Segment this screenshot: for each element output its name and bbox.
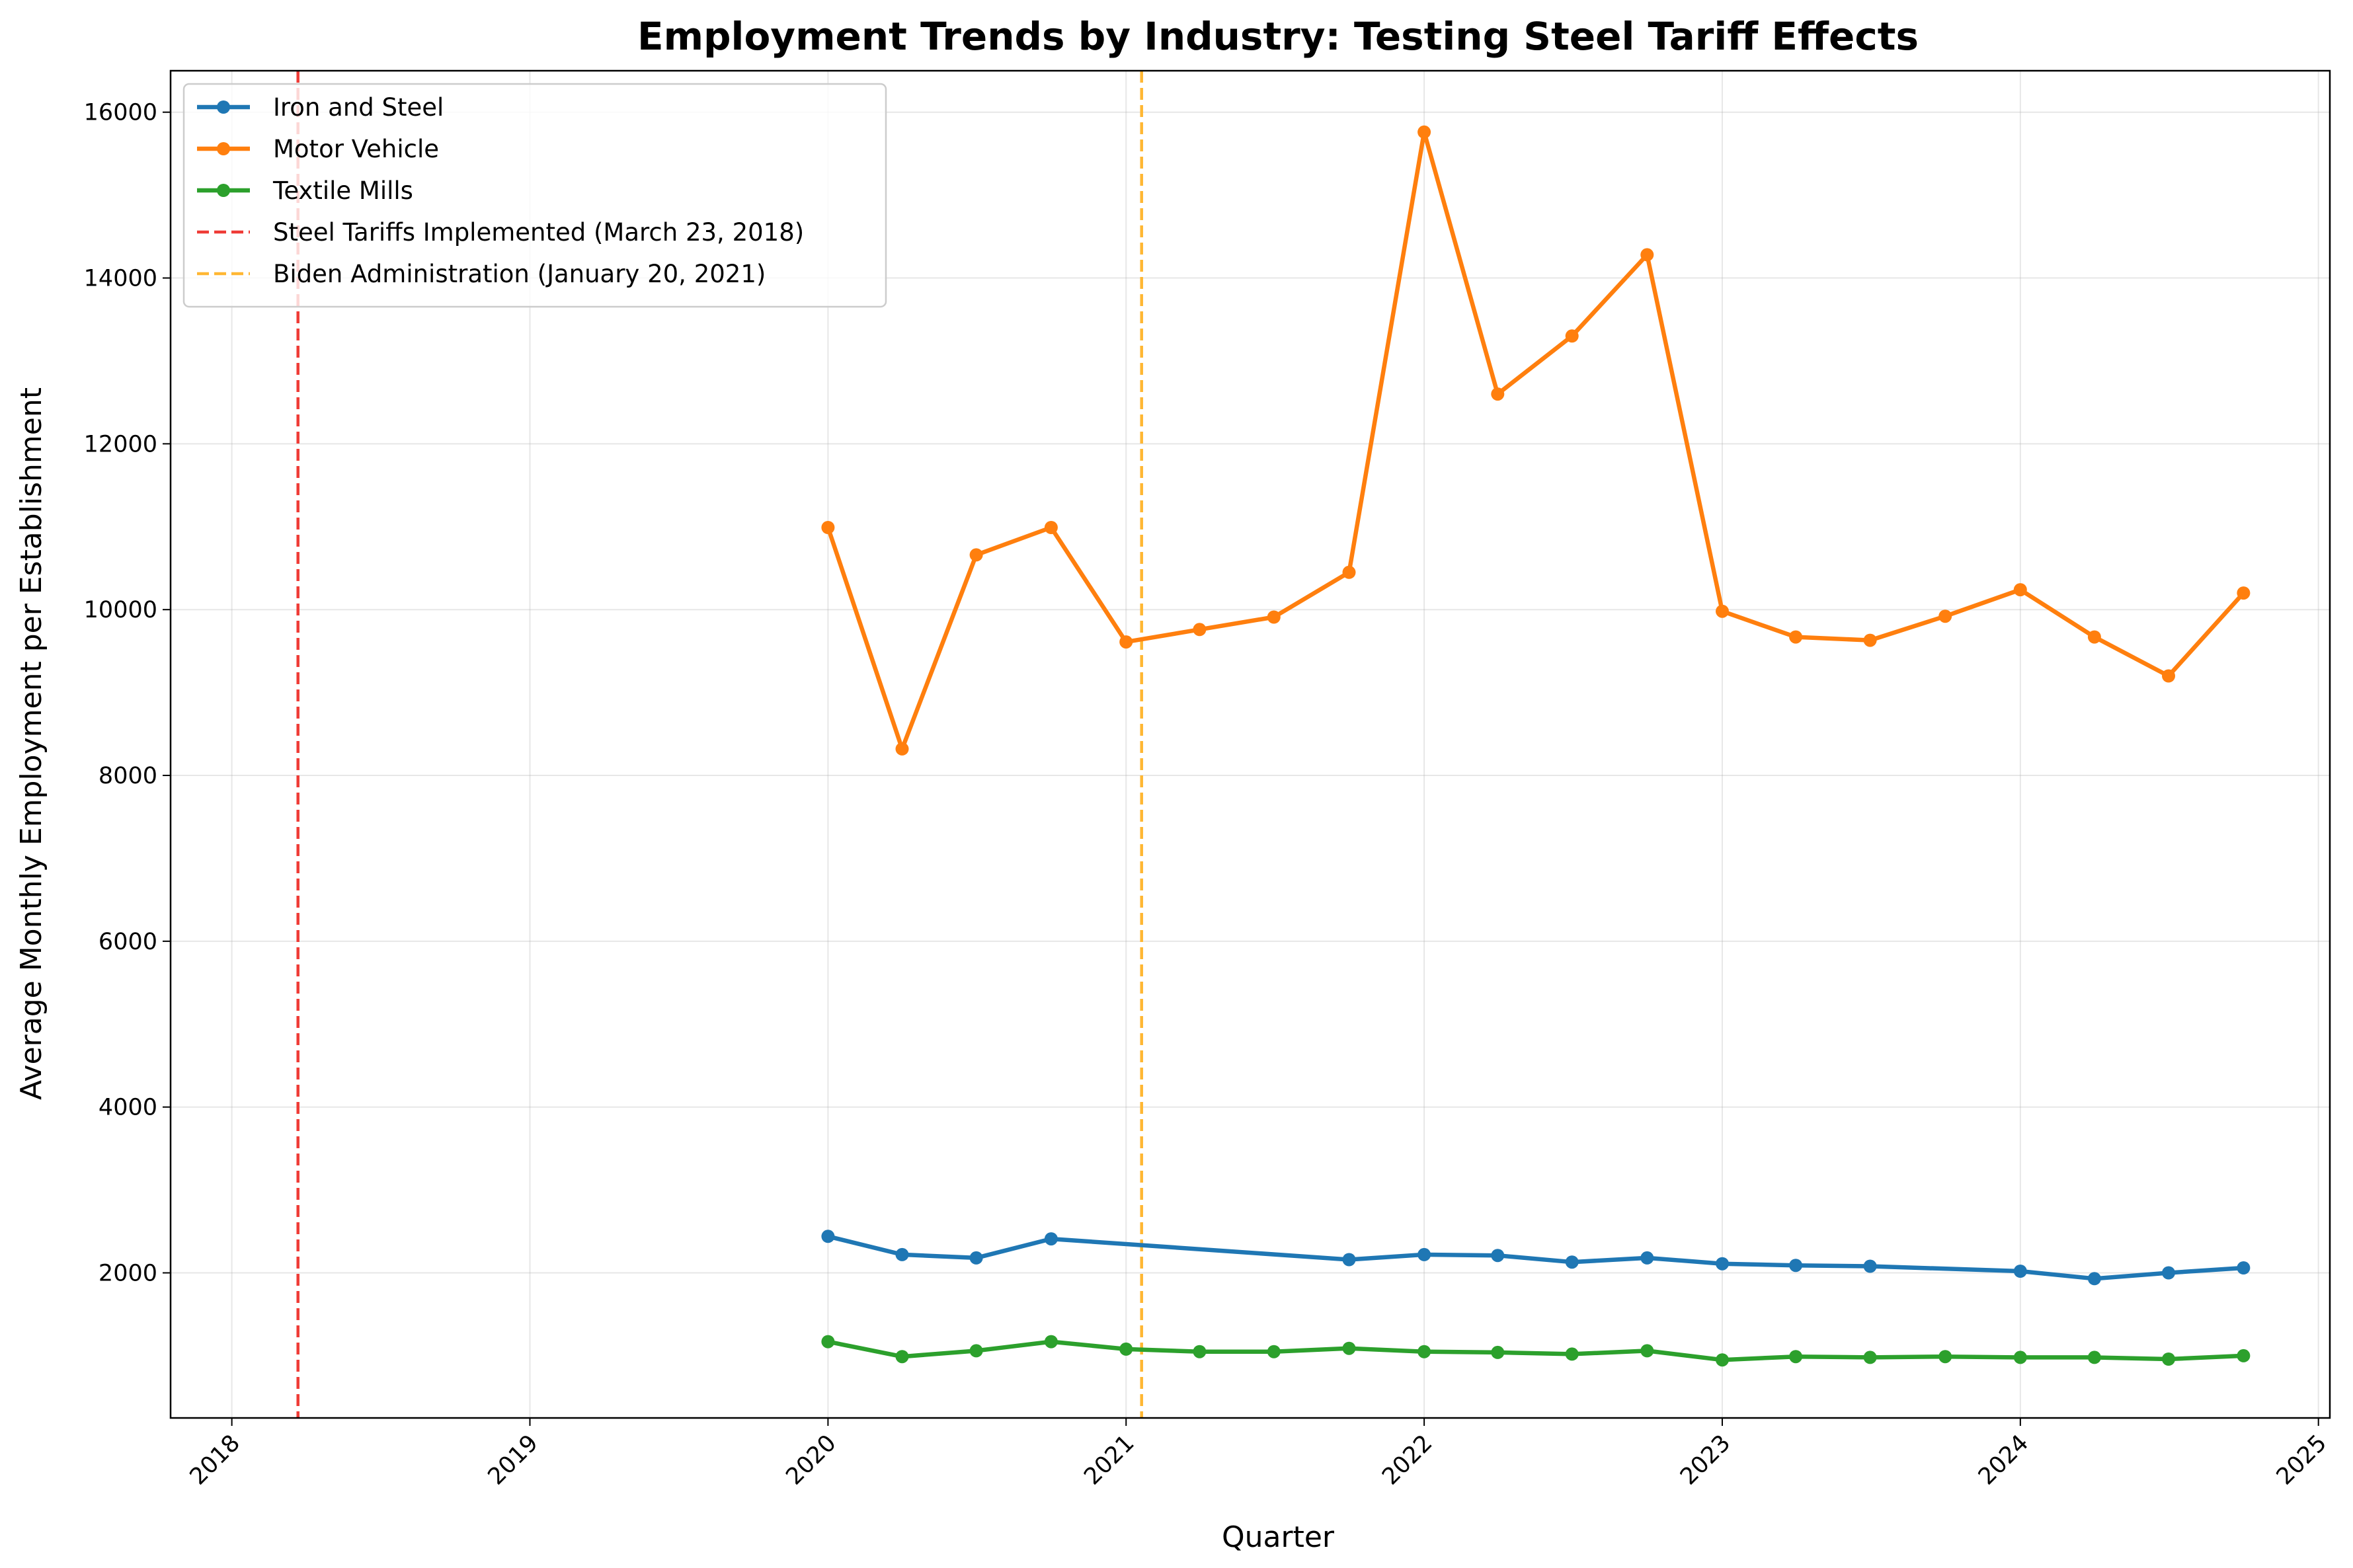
data-point bbox=[1863, 633, 1877, 647]
data-point bbox=[1640, 1344, 1654, 1358]
data-point bbox=[1342, 1341, 1356, 1355]
data-point bbox=[1267, 1345, 1281, 1358]
data-point bbox=[1863, 1259, 1877, 1273]
legend-label: Iron and Steel bbox=[273, 93, 444, 122]
data-point bbox=[1193, 1345, 1207, 1358]
data-point bbox=[1119, 1342, 1133, 1356]
data-point bbox=[1565, 329, 1579, 343]
data-point bbox=[895, 1247, 909, 1261]
legend-entry: Biden Administration (January 20, 2021) bbox=[197, 260, 766, 288]
series-line bbox=[826, 1339, 2246, 1362]
data-point bbox=[1417, 125, 1431, 139]
y-tick-label: 6000 bbox=[99, 929, 157, 955]
data-point bbox=[1044, 521, 1058, 534]
data-point bbox=[1938, 609, 1952, 623]
y-tick-label: 2000 bbox=[99, 1261, 157, 1287]
data-point bbox=[1565, 1255, 1579, 1269]
data-point bbox=[1938, 1350, 1952, 1364]
data-point bbox=[1417, 1345, 1431, 1358]
plot-area-frame bbox=[169, 69, 2331, 1419]
data-point bbox=[2162, 669, 2175, 683]
data-point bbox=[1267, 610, 1281, 624]
y-tick-label: 14000 bbox=[84, 266, 157, 292]
data-point bbox=[1491, 1249, 1505, 1263]
data-point bbox=[2087, 1351, 2101, 1364]
x-axis-label: Quarter bbox=[1222, 1520, 1335, 1554]
legend-label: Biden Administration (January 20, 2021) bbox=[273, 260, 766, 288]
y-axis-label: Average Monthly Employment per Establish… bbox=[15, 387, 48, 1100]
series-group bbox=[821, 1230, 2251, 1286]
legend-entry: Iron and Steel bbox=[197, 93, 444, 122]
series-group bbox=[821, 125, 2251, 756]
data-point bbox=[821, 1230, 835, 1243]
data-point bbox=[1640, 248, 1654, 262]
data-point bbox=[2087, 630, 2101, 644]
data-point bbox=[1491, 1345, 1505, 1359]
data-series bbox=[821, 125, 2251, 1367]
data-point bbox=[1640, 1251, 1654, 1265]
data-point bbox=[1044, 1335, 1058, 1349]
data-point bbox=[1716, 604, 1729, 618]
legend-marker bbox=[217, 100, 230, 114]
data-point bbox=[1193, 623, 1207, 637]
data-point bbox=[1789, 1350, 1803, 1364]
chart-title: Employment Trends by Industry: Testing S… bbox=[637, 14, 1919, 59]
data-point bbox=[969, 1251, 983, 1265]
data-point bbox=[1716, 1257, 1729, 1271]
legend-entry: Textile Mills bbox=[197, 176, 413, 205]
legend-label: Textile Mills bbox=[272, 176, 413, 205]
legend: Iron and Steel Motor Vehicle Textile Mills… bbox=[182, 83, 887, 308]
series-line bbox=[826, 130, 2246, 752]
data-point bbox=[2013, 1351, 2027, 1364]
data-point bbox=[2013, 583, 2027, 597]
data-point bbox=[2162, 1266, 2175, 1280]
data-point bbox=[1863, 1351, 1877, 1364]
data-point bbox=[2087, 1272, 2101, 1286]
legend-label: Steel Tariffs Implemented (March 23, 201… bbox=[273, 218, 804, 247]
data-point bbox=[1789, 630, 1803, 644]
data-point bbox=[895, 742, 909, 756]
data-point bbox=[2013, 1265, 2027, 1278]
y-tick-label: 8000 bbox=[99, 763, 157, 789]
data-point bbox=[2162, 1352, 2175, 1366]
data-point bbox=[1789, 1259, 1803, 1273]
series-group bbox=[821, 1335, 2251, 1367]
y-tick-label: 4000 bbox=[99, 1095, 157, 1121]
y-tick-label: 16000 bbox=[84, 100, 157, 126]
data-point bbox=[1716, 1353, 1729, 1367]
data-point bbox=[1119, 635, 1133, 649]
data-point bbox=[821, 1335, 835, 1349]
data-point bbox=[969, 1344, 983, 1358]
data-point bbox=[2237, 586, 2251, 600]
data-point bbox=[969, 548, 983, 562]
legend-entry: Steel Tariffs Implemented (March 23, 201… bbox=[197, 218, 804, 247]
data-point bbox=[1565, 1347, 1579, 1361]
y-tick-label: 12000 bbox=[84, 431, 157, 457]
data-point bbox=[895, 1350, 909, 1364]
legend-marker bbox=[217, 142, 230, 155]
data-point bbox=[2237, 1349, 2251, 1362]
data-point bbox=[1044, 1232, 1058, 1246]
data-point bbox=[1342, 1253, 1356, 1267]
series-line bbox=[826, 1234, 2246, 1281]
legend-label: Motor Vehicle bbox=[273, 135, 439, 163]
y-tick-label: 10000 bbox=[84, 597, 157, 623]
data-point bbox=[1491, 387, 1505, 401]
data-point bbox=[1342, 565, 1356, 579]
legend-entry: Motor Vehicle bbox=[197, 135, 439, 163]
legend-marker bbox=[217, 184, 230, 197]
data-point bbox=[2237, 1261, 2251, 1274]
data-point bbox=[1417, 1247, 1431, 1261]
data-point bbox=[821, 521, 835, 534]
legend-box bbox=[182, 83, 887, 308]
